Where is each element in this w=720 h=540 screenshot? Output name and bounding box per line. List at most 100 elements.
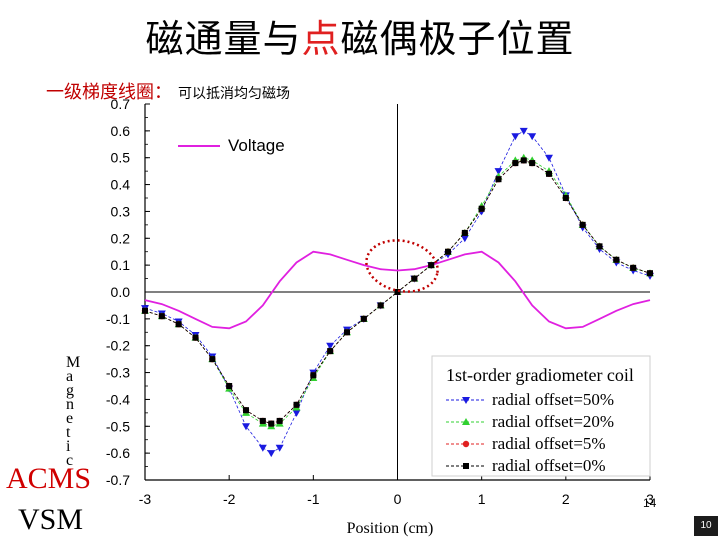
data-point: [478, 205, 485, 212]
data-point: [276, 417, 283, 424]
title-highlight: 点: [301, 17, 341, 61]
y-tick-label: 0.1: [111, 257, 131, 273]
y-tick-label: -0.1: [106, 311, 130, 327]
data-point: [462, 418, 470, 425]
x-tick-label: 0: [394, 491, 402, 507]
data-point: [344, 329, 350, 336]
data-point: [292, 409, 301, 417]
data-point: [226, 383, 233, 389]
data-point: [512, 160, 519, 167]
y-tick-label: 0.6: [111, 123, 131, 139]
data-point: [259, 417, 266, 424]
data-point: [175, 321, 182, 328]
data-point: [528, 133, 537, 141]
data-point: [267, 450, 276, 458]
x-tick-label: -1: [307, 491, 320, 507]
legend-label: radial offset=50%: [492, 390, 614, 409]
x-tick-label: 2: [562, 491, 570, 507]
data-point: [546, 170, 552, 177]
y-tick-label: -0.7: [106, 472, 130, 488]
y-axis-label-char: c: [66, 452, 74, 469]
data-point: [511, 133, 520, 141]
data-point: [326, 342, 335, 350]
title-part1: 磁通量与: [145, 17, 302, 61]
data-point: [310, 372, 317, 379]
y-tick-label: -0.3: [106, 365, 130, 381]
data-point: [377, 302, 384, 309]
y-tick-label: -0.5: [106, 418, 130, 434]
vsm-label: VSM: [18, 503, 84, 536]
subtitle-note: 可以抵消均匀磁场: [178, 86, 290, 102]
x-axis-label: Position (cm): [347, 520, 434, 537]
series-line: [144, 250, 651, 330]
annotation-ellipse: [365, 239, 439, 293]
x-tick-label: -3: [139, 491, 152, 507]
data-point: [243, 407, 249, 414]
x-tick-label: -2: [223, 491, 236, 507]
data-point: [520, 157, 527, 164]
data-point: [242, 423, 250, 431]
data-point: [360, 315, 367, 322]
slide-title: 磁通量与点磁偶极子位置: [0, 8, 720, 63]
data-point: [545, 154, 553, 162]
y-axis-label-char: t: [66, 424, 71, 441]
legend-label: radial offset=5%: [492, 434, 606, 453]
slide-number: 10: [694, 516, 718, 536]
legend-label: radial offset=20%: [492, 412, 614, 431]
y-axis-label-char: M: [66, 354, 81, 371]
data-point: [630, 264, 637, 271]
data-point: [579, 221, 586, 228]
y-tick-label: -0.6: [106, 445, 130, 461]
data-point: [519, 127, 528, 135]
data-point: [647, 270, 653, 277]
y-tick-label: -0.4: [106, 391, 130, 407]
data-point: [158, 313, 165, 320]
y-axis-label-char: g: [66, 382, 74, 399]
y-tick-label: 0.0: [111, 284, 131, 300]
y-tick-label: 0.7: [111, 96, 131, 112]
data-point: [192, 334, 199, 341]
data-point: [461, 229, 468, 236]
y-tick-label: 0.3: [111, 203, 131, 219]
data-point: [562, 195, 569, 201]
y-tick-label: 0.2: [111, 230, 131, 246]
data-point: [394, 289, 401, 295]
x-tick-label: 1: [478, 491, 486, 507]
y-tick-label: -0.2: [106, 338, 130, 354]
data-point: [529, 160, 536, 167]
voltage-legend-label: Voltage: [228, 136, 285, 155]
data-point: [411, 275, 418, 282]
data-point: [275, 444, 284, 452]
slide-subtitle: 一级梯度线圈： 可以抵消均匀磁场: [46, 78, 290, 104]
y-axis-label-char: a: [66, 368, 74, 385]
data-point: [460, 235, 469, 243]
subtitle-main: 一级梯度线圈：: [46, 82, 172, 103]
data-point: [209, 356, 216, 363]
y-axis-label-char: n: [66, 396, 74, 413]
y-tick-label: 0.4: [111, 177, 131, 193]
title-part2: 磁偶极子位置: [340, 17, 575, 61]
data-point: [596, 243, 603, 250]
y-axis-label-char: i: [66, 438, 71, 455]
data-point: [293, 401, 300, 408]
legend-box: [431, 355, 651, 477]
y-axis-label-char: e: [66, 410, 74, 427]
y-tick-label: 0.5: [111, 150, 131, 166]
data-point: [327, 348, 334, 355]
overlap-slide-number: 14: [643, 496, 657, 510]
data-point: [463, 463, 469, 469]
data-point: [462, 397, 470, 404]
data-point: [462, 440, 470, 448]
x-tick-label: 3: [646, 491, 654, 507]
acms-label: ACMS: [6, 462, 92, 495]
data-point: [268, 420, 275, 427]
data-point: [613, 256, 620, 263]
legend-label: radial offset=0%: [492, 456, 606, 475]
data-point: [142, 307, 148, 314]
data-point: [494, 168, 503, 176]
data-point: [445, 248, 451, 255]
data-point: [495, 176, 502, 183]
data-point: [258, 444, 267, 452]
